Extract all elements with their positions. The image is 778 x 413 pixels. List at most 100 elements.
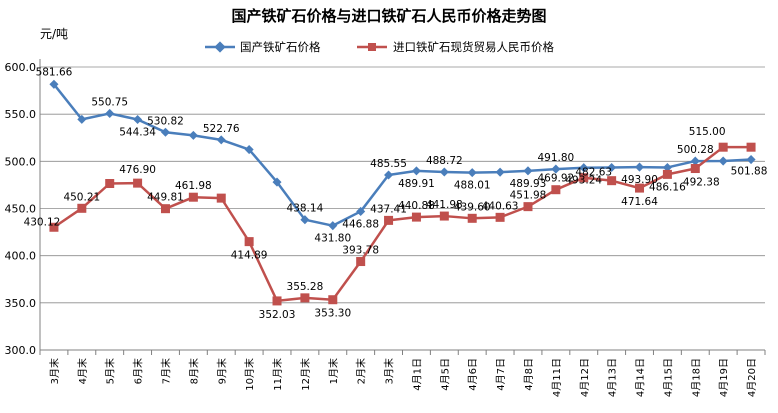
data-point-import: [579, 173, 589, 183]
data-label-import: 451.98: [510, 190, 547, 202]
data-point-import: [495, 212, 505, 222]
data-label-domestic: 446.88: [342, 218, 379, 230]
x-tick-label: 1月末: [327, 358, 340, 384]
data-point-import: [467, 213, 477, 223]
data-point-domestic: [77, 114, 87, 124]
data-label-domestic: 491.80: [537, 152, 574, 164]
data-label-import: 449.81: [147, 192, 184, 204]
data-point-domestic: [216, 135, 226, 145]
data-label-import: 492.38: [683, 177, 720, 189]
data-label-import: 482.63: [575, 167, 612, 179]
data-point-domestic: [634, 162, 645, 172]
data-label-domestic: 489.93: [510, 178, 547, 190]
x-tick-label: 4月15日: [662, 358, 674, 397]
y-tick-label: 600.0: [5, 61, 37, 74]
data-label-domestic: 544.34: [119, 127, 156, 139]
gridlines: [40, 66, 765, 304]
data-point-domestic: [328, 221, 338, 231]
series-line-domestic: [52, 83, 752, 227]
x-tick-label: 5月末: [104, 358, 117, 384]
y-tick-label: 450.0: [5, 203, 37, 216]
x-tick-label: 2月末: [355, 358, 368, 384]
data-label-import: 469.92: [537, 173, 574, 185]
data-point-import: [356, 257, 366, 267]
data-point-import: [328, 295, 338, 305]
x-tick-label: 4月1日: [411, 358, 423, 391]
data-label-import: 352.03: [259, 309, 296, 321]
data-point-import: [635, 183, 645, 193]
x-tick-label: 4月19日: [718, 358, 730, 397]
data-label-domestic: 438.14: [287, 203, 324, 215]
x-tick-label: 6月末: [132, 358, 145, 384]
x-tick-label: 7月末: [159, 358, 172, 384]
x-tick-label: 4月6日: [467, 358, 479, 391]
data-label-domestic: 501.88: [731, 166, 768, 178]
series-line-import: [53, 145, 752, 303]
y-tick-label: 550.0: [5, 108, 37, 121]
data-label-import: 437.41: [370, 203, 407, 215]
data-point-import: [551, 185, 561, 195]
x-tick-label: 4月14日: [635, 358, 647, 397]
x-tick-label: 3月末: [383, 358, 396, 384]
legend-marker-domestic: [214, 41, 226, 53]
data-label-domestic: 522.76: [203, 123, 240, 135]
data-point-domestic: [300, 215, 310, 225]
legend: 国产铁矿石价格 进口铁矿石现货贸易人民币价格: [205, 40, 554, 54]
x-tick-label: 11月末: [271, 358, 284, 391]
data-label-import: 439.60: [454, 201, 491, 213]
data-point-import: [718, 142, 728, 152]
y-tick-label: 500.0: [5, 155, 37, 168]
data-label-import: 461.98: [175, 180, 212, 192]
data-point-domestic: [718, 156, 728, 166]
data-label-import: 441.98: [426, 199, 463, 211]
x-tick-label: 4月8日: [523, 358, 535, 391]
data-point-import: [300, 293, 310, 303]
data-point-domestic: [551, 164, 561, 174]
data-point-import: [188, 192, 198, 202]
series-lines: [49, 79, 756, 306]
data-point-import: [662, 169, 672, 179]
x-tick-label: 9月末: [215, 358, 228, 384]
data-label-import: 355.28: [287, 281, 324, 293]
data-point-domestic: [160, 127, 171, 137]
y-axis-unit-label: 元/吨: [40, 27, 68, 41]
x-tick-label: 4月12日: [579, 358, 591, 397]
data-label-domestic: 488.01: [454, 180, 491, 192]
data-label-import: 440.88: [398, 200, 435, 212]
axes: [39, 59, 766, 355]
data-point-domestic: [411, 166, 421, 176]
x-tick-label: 8月末: [187, 358, 200, 384]
data-label-domestic: 489.91: [398, 178, 435, 190]
x-tick-label: 4月5日: [439, 358, 451, 391]
data-point-domestic: [356, 206, 366, 216]
x-tick-label: 4月末: [76, 358, 89, 384]
data-point-import: [523, 202, 533, 212]
x-tick-label: 4月11日: [551, 358, 563, 397]
data-point-import: [133, 178, 143, 188]
data-point-import: [384, 215, 394, 225]
data-label-import: 440.63: [482, 200, 519, 212]
data-label-import: 430.12: [24, 216, 61, 228]
data-point-import: [272, 296, 282, 306]
data-point-domestic: [133, 114, 143, 125]
data-label-domestic: 431.80: [314, 233, 351, 245]
legend-marker-import: [368, 43, 376, 51]
x-tick-labels: 3月末 4月末 5月末 6月末 7月末 8月末 9月末 10月末 11月末 12月末 1月末 2月末 3…: [48, 358, 758, 397]
data-point-import: [607, 176, 617, 186]
data-point-domestic: [467, 168, 477, 178]
x-tick-label: 4月20日: [746, 358, 758, 397]
data-label-domestic: 488.72: [426, 155, 463, 167]
data-label-import: 471.64: [621, 196, 658, 208]
data-label-import: 476.90: [119, 164, 156, 176]
y-tick-label: 350.0: [5, 297, 37, 310]
x-tick-label: 12月末: [299, 358, 312, 391]
data-point-import: [216, 193, 226, 203]
data-label-import: 353.30: [314, 308, 351, 320]
data-label-import: 414.89: [231, 250, 268, 262]
x-tick-label: 4月18日: [690, 358, 702, 397]
data-point-import: [105, 179, 115, 189]
data-point-domestic: [495, 167, 505, 177]
data-label-domestic: 500.28: [677, 144, 714, 156]
